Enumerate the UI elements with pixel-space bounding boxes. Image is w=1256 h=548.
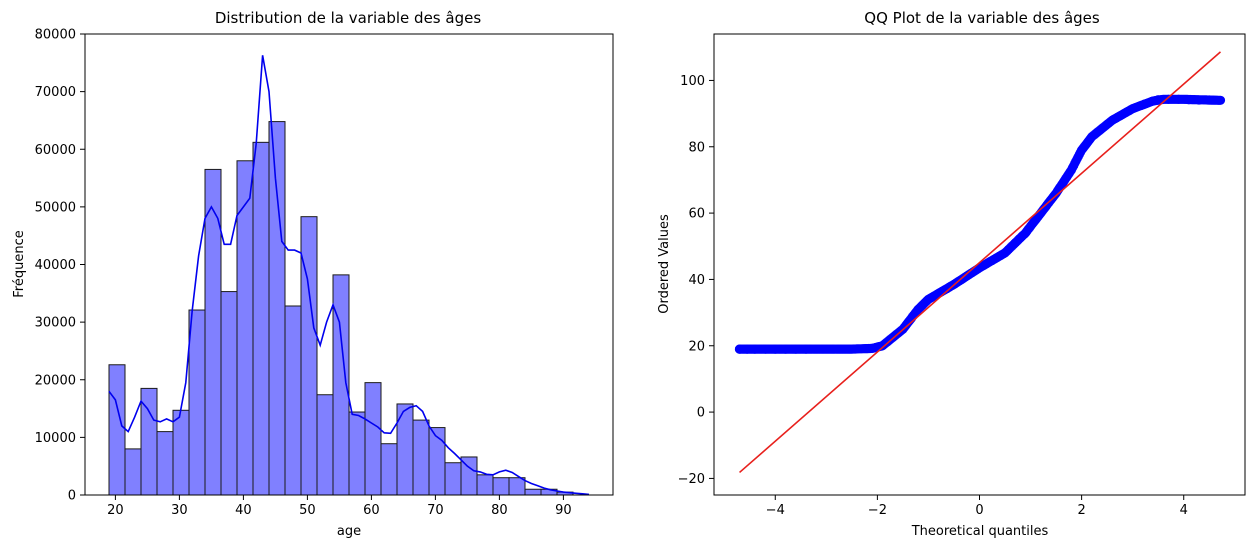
x-tick-label: 4 bbox=[1180, 503, 1188, 518]
x-tick-label: 2 bbox=[1077, 503, 1085, 518]
histogram-bar bbox=[380, 443, 398, 496]
histogram-bar bbox=[252, 141, 270, 496]
histogram-bar bbox=[156, 431, 174, 496]
histogram-bar bbox=[204, 168, 222, 496]
qq-point bbox=[801, 344, 811, 354]
qq-point bbox=[1153, 95, 1163, 105]
histogram-title: Distribution de la variable des âges bbox=[215, 9, 481, 27]
qq-point bbox=[1194, 95, 1204, 105]
qq-y-ticks: −20 0 20 40 60 80 100 bbox=[678, 74, 714, 487]
histogram-bar bbox=[524, 488, 542, 496]
histogram-bar bbox=[300, 216, 318, 496]
histogram-bar bbox=[172, 409, 190, 496]
histogram-y-ticks: 0 10000 20000 30000 40000 50000 60000 70000 8000… bbox=[35, 28, 85, 504]
x-tick-label: 70 bbox=[427, 503, 444, 518]
histogram-bar bbox=[364, 382, 382, 496]
qq-x-label: Theoretical quantiles bbox=[911, 524, 1049, 539]
histogram-bars bbox=[108, 121, 574, 496]
x-tick-label: 50 bbox=[299, 503, 316, 518]
qq-point bbox=[1184, 95, 1194, 105]
qq-axes-frame bbox=[713, 33, 1246, 496]
histogram-y-label: Fréquence bbox=[12, 230, 27, 297]
histogram-bar bbox=[124, 448, 142, 496]
y-tick-label: 70000 bbox=[35, 85, 76, 100]
y-tick-label: 60 bbox=[688, 207, 705, 222]
y-tick-label: 80000 bbox=[35, 28, 76, 43]
qq-point bbox=[750, 344, 760, 354]
y-tick-label: 20 bbox=[688, 339, 705, 354]
qq-point bbox=[1174, 94, 1184, 104]
y-tick-label: 50000 bbox=[35, 200, 76, 215]
x-tick-label: −2 bbox=[868, 503, 887, 518]
qq-x-ticks: −4 −2 0 2 4 bbox=[766, 495, 1188, 518]
y-tick-label: 80 bbox=[688, 140, 705, 155]
histogram-bar bbox=[508, 477, 526, 496]
x-tick-label: 90 bbox=[555, 503, 572, 518]
y-tick-label: 40 bbox=[688, 273, 705, 288]
qq-point bbox=[1215, 95, 1226, 105]
qq-point bbox=[1204, 95, 1214, 105]
y-tick-label: 10000 bbox=[35, 431, 76, 446]
histogram-bar bbox=[412, 419, 430, 496]
qq-point bbox=[770, 344, 780, 354]
y-tick-label: 60000 bbox=[35, 143, 76, 158]
x-tick-label: 40 bbox=[235, 503, 252, 518]
histogram-bar bbox=[108, 364, 126, 496]
x-tick-label: 20 bbox=[107, 503, 124, 518]
qq-points bbox=[734, 94, 1226, 354]
x-tick-label: 0 bbox=[975, 503, 983, 518]
qq-reference-line bbox=[739, 51, 1222, 474]
y-tick-label: −20 bbox=[678, 472, 705, 487]
y-tick-label: 40000 bbox=[35, 258, 76, 273]
y-tick-label: 30000 bbox=[35, 316, 76, 331]
histogram-bar bbox=[268, 121, 286, 496]
histogram-bar bbox=[220, 291, 238, 496]
qq-plot-chart: QQ Plot de la variable des âges −4 −2 0 2 4 … bbox=[657, 9, 1246, 539]
x-tick-label: −4 bbox=[766, 503, 785, 518]
qq-point bbox=[742, 344, 752, 354]
qq-point bbox=[780, 344, 791, 354]
y-tick-label: 0 bbox=[68, 489, 76, 504]
histogram-bar bbox=[492, 477, 510, 496]
qq-point bbox=[734, 344, 745, 354]
histogram-bar bbox=[348, 411, 366, 496]
y-tick-label: 20000 bbox=[35, 373, 76, 388]
histogram-bar bbox=[284, 305, 302, 496]
qq-point bbox=[791, 344, 801, 354]
x-tick-label: 60 bbox=[363, 503, 380, 518]
y-tick-label: 100 bbox=[680, 74, 705, 89]
x-tick-label: 80 bbox=[491, 503, 508, 518]
qq-point bbox=[1163, 94, 1173, 104]
x-tick-label: 30 bbox=[171, 503, 188, 518]
y-tick-label: 0 bbox=[697, 406, 705, 421]
histogram-bar bbox=[476, 474, 494, 496]
histogram-bar bbox=[444, 462, 462, 496]
qq-point bbox=[760, 344, 770, 354]
qq-y-label: Ordered Values bbox=[657, 214, 672, 314]
histogram-bar bbox=[316, 394, 334, 496]
histogram-chart: Distribution de la variable des âges 20 3… bbox=[12, 9, 614, 539]
histogram-bar bbox=[236, 160, 254, 496]
histogram-axes-frame bbox=[84, 33, 614, 496]
histogram-x-label: age bbox=[337, 524, 361, 539]
kde-line bbox=[108, 55, 590, 496]
histogram-x-ticks: 20 30 40 50 60 70 80 90 bbox=[107, 495, 572, 518]
histogram-bar bbox=[188, 309, 206, 496]
qq-title: QQ Plot de la variable des âges bbox=[864, 9, 1100, 27]
